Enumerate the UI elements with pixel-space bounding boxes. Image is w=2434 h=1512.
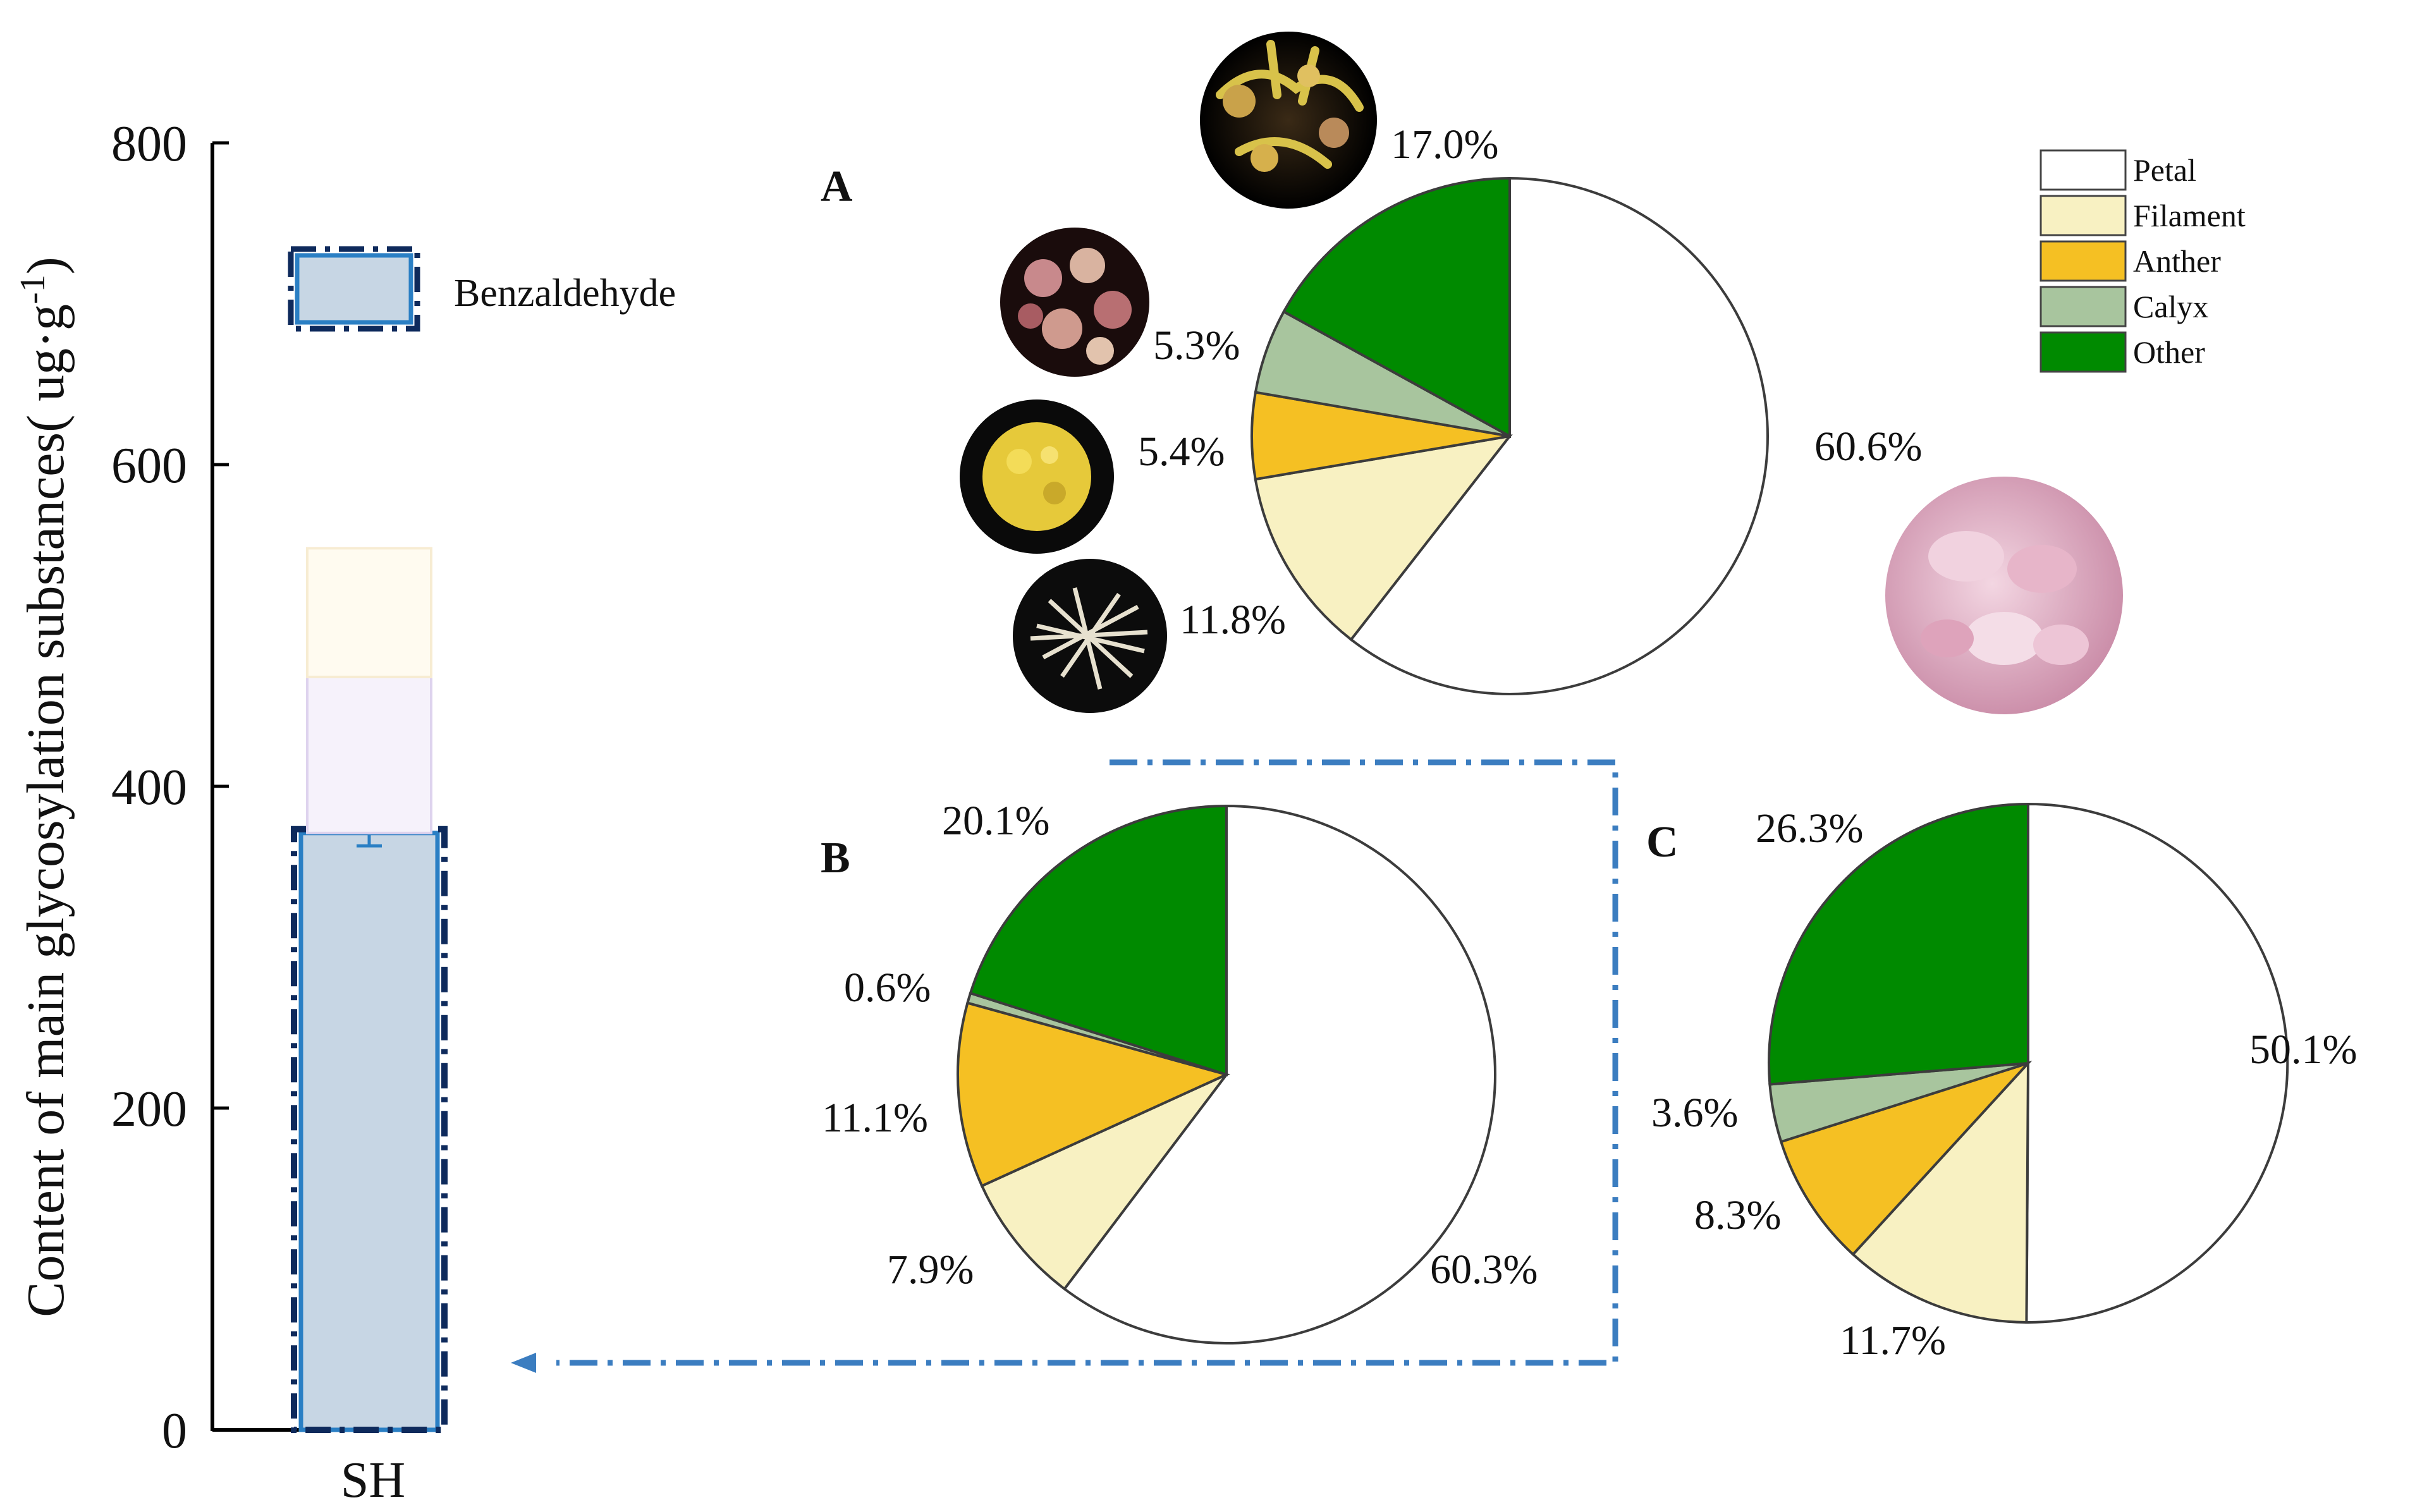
photo-calyx-part <box>1070 248 1105 283</box>
pie-a-label-anther: 5.4% <box>1138 429 1225 475</box>
panel-label-a: A <box>821 162 853 211</box>
photo-calyx-part <box>1018 303 1043 329</box>
legend-label-calyx: Calyx <box>2133 289 2208 324</box>
y-tick-label: 600 <box>111 438 187 494</box>
photo-filament <box>1013 559 1167 713</box>
photo-other-part <box>1319 118 1349 148</box>
pie-a-label-calyx: 5.3% <box>1153 322 1240 369</box>
pie-c-slice-other <box>1768 802 2029 1086</box>
pie-a-slice-other <box>1281 176 1511 439</box>
connector-arrowhead <box>511 1353 536 1373</box>
pie-b-label-petal: 60.3% <box>1430 1247 1538 1293</box>
pie-a-slice-calyx <box>1254 310 1510 437</box>
pie-chart-c <box>1768 802 2289 1324</box>
pie-c-label-calyx: 3.6% <box>1651 1090 1738 1136</box>
pie-b-label-calyx: 0.6% <box>844 965 931 1011</box>
legend-swatch-other <box>2040 331 2127 373</box>
pie-chart-b <box>957 804 1496 1344</box>
pie-a-slice-petal <box>1349 176 1769 695</box>
pie-c-label-anther: 8.3% <box>1694 1192 1781 1238</box>
y-ticks: 0 200 400 600 800 <box>111 116 229 1459</box>
photo-other-circle <box>1200 32 1377 209</box>
photo-anther-grain <box>1006 449 1032 474</box>
pie-b-slice-other <box>969 804 1228 1076</box>
pie-a-label-other: 17.0% <box>1391 121 1498 168</box>
photo-calyx <box>1000 228 1149 377</box>
pie-a-label-petal: 60.6% <box>1814 424 1922 470</box>
photo-calyx-part <box>1042 308 1082 349</box>
photo-other-part <box>1251 144 1278 172</box>
photo-other <box>1200 32 1377 209</box>
y-tick-label: 400 <box>111 760 187 815</box>
photo-anther-pile <box>982 422 1091 531</box>
y-tick-label: 800 <box>111 116 187 172</box>
y-tick-label: 200 <box>111 1082 187 1137</box>
photo-other-part <box>1297 64 1320 87</box>
photo-filament-strands <box>1030 587 1148 690</box>
bar-stack <box>291 547 448 1434</box>
pie-chart-a <box>1251 176 1769 695</box>
photo-petal-part <box>2033 625 2089 665</box>
photo-petal-circle <box>1885 477 2123 714</box>
pie-b-label-other: 20.1% <box>942 798 1049 844</box>
legend-swatch-anther <box>2040 240 2127 282</box>
legend-swatch-calyx <box>2040 286 2127 327</box>
photo-petal-part <box>2007 545 2077 593</box>
photo-other-part <box>1223 85 1256 118</box>
pie-b-slice-petal <box>1062 804 1496 1344</box>
panel-label-b: B <box>821 834 850 882</box>
legend-swatch-petal <box>2040 149 2127 191</box>
bar-chart: Content of main glycosylation substances… <box>13 116 676 1508</box>
pie-c-slice-petal <box>2025 802 2289 1324</box>
photo-petal-part <box>1965 612 2043 665</box>
bar-legend: Benzaldehyde <box>288 246 676 332</box>
legend-swatch-benzaldehyde <box>295 253 413 325</box>
photo-petal-part <box>1928 531 2004 582</box>
legend-label-benzaldehyde: Benzaldehyde <box>454 272 676 315</box>
legend-swatch-filament <box>2040 195 2127 236</box>
x-tick-label: SH <box>341 1453 405 1508</box>
legend-label-other: Other <box>2133 334 2205 370</box>
y-axis-label-sup: -1 <box>13 274 52 304</box>
pie-b-slice-anther <box>957 1001 1230 1188</box>
y-axis-label: Content of main glycosylation substances… <box>13 257 75 1317</box>
legend-label-filament: Filament <box>2133 198 2246 233</box>
photo-petal-part <box>1921 619 1974 657</box>
pie-c-label-petal: 50.1% <box>2249 1027 2357 1073</box>
y-axis-label-close: ) <box>16 257 75 274</box>
pie-b-label-filament: 7.9% <box>887 1247 974 1293</box>
pie-a-slice-anther <box>1251 391 1510 481</box>
y-axis-label-main: Content of main glycosylation substances… <box>16 304 75 1317</box>
pie-legend: Petal Filament Anther Calyx Other <box>2040 149 2246 373</box>
bar-segment-faint-1 <box>306 675 432 834</box>
pie-c-slice-anther <box>1779 1060 2033 1257</box>
photo-other-stamens <box>1216 40 1364 169</box>
pie-c-label-filament: 11.7% <box>1840 1317 1946 1363</box>
photo-petal <box>1885 477 2123 714</box>
pie-a-slice-filament <box>1254 434 1513 642</box>
pie-a-label-filament: 11.8% <box>1180 597 1286 643</box>
y-tick-label: 0 <box>162 1403 187 1459</box>
bar-segment-benzaldehyde <box>298 831 440 1432</box>
legend-label-anther: Anther <box>2133 243 2221 279</box>
pie-b-slice-filament <box>980 1073 1228 1291</box>
legend-label-petal: Petal <box>2133 152 2196 188</box>
photo-calyx-part <box>1024 259 1062 297</box>
photo-anther-grain <box>1041 446 1058 464</box>
photo-anther <box>960 399 1114 554</box>
photo-calyx-part <box>1086 337 1114 365</box>
photo-anther-grain <box>1043 482 1066 504</box>
pie-c-slice-filament <box>1851 1059 2030 1324</box>
photo-calyx-part <box>1094 291 1132 329</box>
bar-dashed-outline <box>291 826 448 1434</box>
pie-c-label-other: 26.3% <box>1756 805 1863 851</box>
connector-line <box>556 759 1618 1366</box>
panel-label-c: C <box>1646 818 1679 867</box>
legend-dashed-outline <box>288 246 420 332</box>
pie-b-label-anther: 11.1% <box>822 1095 928 1141</box>
bar-segment-faint-2 <box>306 547 432 678</box>
